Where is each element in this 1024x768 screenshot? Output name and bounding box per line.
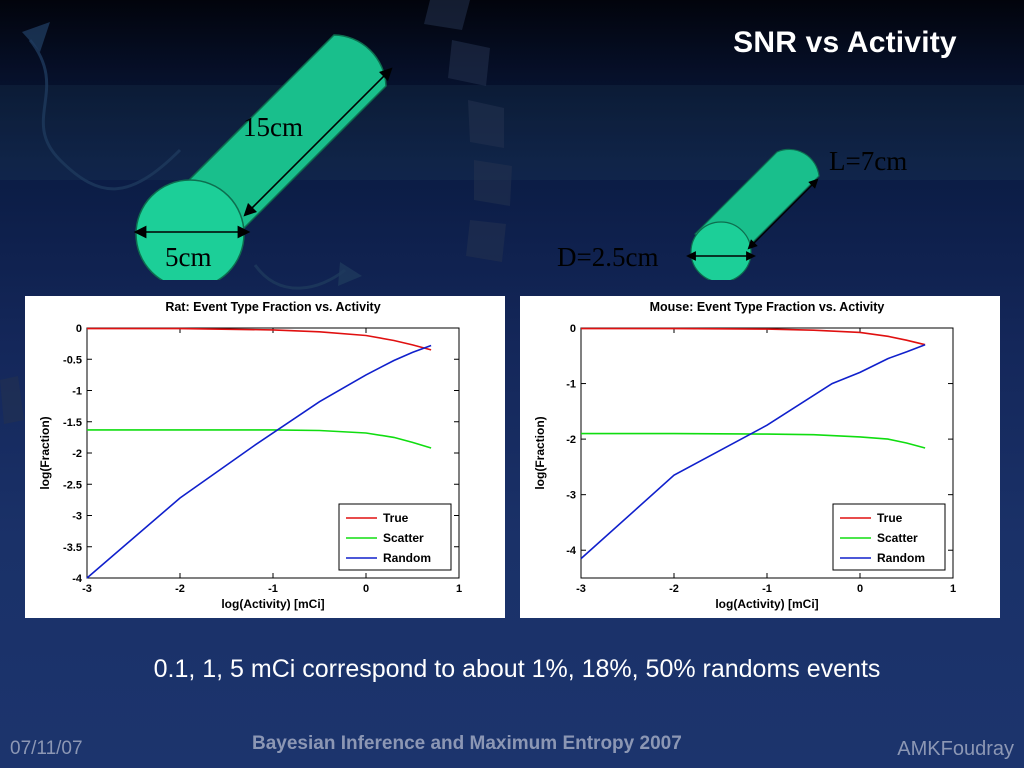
mouse-y-tick-label: -3: [566, 490, 576, 502]
mouse-y-tick-label: 0: [570, 323, 576, 335]
rat-y-tick-label: -3: [72, 511, 82, 523]
rat-diameter-label: 5cm: [165, 242, 212, 272]
mouse-x-tick-label: 0: [857, 583, 863, 595]
rat-x-tick-label: -2: [175, 583, 185, 595]
rat-legend-box: [338, 503, 452, 571]
rat-legend-label-random: Random: [383, 551, 431, 565]
background-band: [0, 85, 1024, 180]
mouse-x-axis-label: log(Activity) [mCi]: [715, 597, 818, 611]
rat-x-axis-label: log(Activity) [mCi]: [221, 597, 324, 611]
rat-y-tick-label: -1.5: [63, 417, 82, 429]
mouse-legend-label-true: True: [877, 511, 903, 525]
footer-author: AMKFoudray: [897, 738, 1014, 760]
mouse-y-tick-label: -2: [566, 434, 576, 446]
rat-y-tick-label: -4: [72, 573, 83, 585]
mouse-cylinder-graphic: [686, 148, 820, 280]
mouse-chart-title: Mouse: Event Type Fraction vs. Activity: [650, 300, 885, 314]
rat-legend-label-scatter: Scatter: [383, 531, 424, 545]
mouse-chart-panel: Mouse: Event Type Fraction vs. Activity -…: [520, 296, 1000, 618]
mouse-series-scatter-line: [581, 432, 926, 449]
mouse-length-label: L=7cm: [829, 146, 908, 176]
rat-event-fraction-chart: Rat: Event Type Fraction vs. Activity-3-…: [38, 300, 462, 611]
footer-date: 07/11/07: [10, 738, 83, 759]
rat-length-label: 15cm: [243, 112, 303, 142]
mouse-series-true-line: [581, 327, 926, 346]
mouse-y-tick-label: -4: [566, 545, 577, 557]
rat-y-tick-label: -2: [72, 448, 82, 460]
rat-series-true-line: [87, 327, 432, 351]
rat-y-tick-label: -3.5: [63, 542, 82, 554]
rat-y-tick-label: -0.5: [63, 354, 82, 366]
rat-x-tick-label: 0: [363, 583, 369, 595]
rat-y-tick-label: -2.5: [63, 479, 82, 491]
mouse-event-fraction-chart: Mouse: Event Type Fraction vs. Activity -…: [533, 300, 956, 611]
mouse-x-tick-label: 1: [950, 583, 956, 595]
mouse-diameter-label: D=2.5cm: [557, 242, 659, 272]
mouse-y-axis-label: log(Fraction): [533, 416, 547, 489]
mouse-legend-box: [832, 503, 946, 571]
slide-caption: 0.1, 1, 5 mCi correspond to about 1%, 18…: [153, 655, 881, 683]
mouse-x-tick-label: -2: [669, 583, 679, 595]
footer-conference: Bayesian Inference and Maximum Entropy 2…: [252, 733, 682, 754]
slide-title: SNR vs Activity: [733, 26, 957, 59]
rat-y-axis-label: log(Fraction): [38, 416, 52, 489]
mouse-x-tick-label: -3: [576, 583, 586, 595]
rat-chart-title: Rat: Event Type Fraction vs. Activity: [165, 300, 380, 314]
rat-legend-label-true: True: [383, 511, 409, 525]
rat-series-scatter-line: [87, 429, 432, 449]
mouse-legend-label-scatter: Scatter: [877, 531, 918, 545]
rat-x-tick-label: 1: [456, 583, 462, 595]
rat-cylinder-graphic: [133, 34, 393, 280]
mouse-x-tick-label: -1: [762, 583, 772, 595]
rat-chart-panel: Rat: Event Type Fraction vs. Activity -3-…: [25, 296, 505, 618]
mouse-legend-label-random: Random: [877, 551, 925, 565]
rat-series-random-line: [86, 344, 432, 579]
mouse-y-tick-label: -1: [566, 379, 576, 391]
mouse-series-random-line: [580, 343, 926, 560]
rat-y-tick-label: -1: [72, 386, 82, 398]
rat-x-tick-label: -3: [82, 583, 92, 595]
rat-x-tick-label: -1: [268, 583, 278, 595]
rat-y-tick-label: 0: [76, 323, 82, 335]
